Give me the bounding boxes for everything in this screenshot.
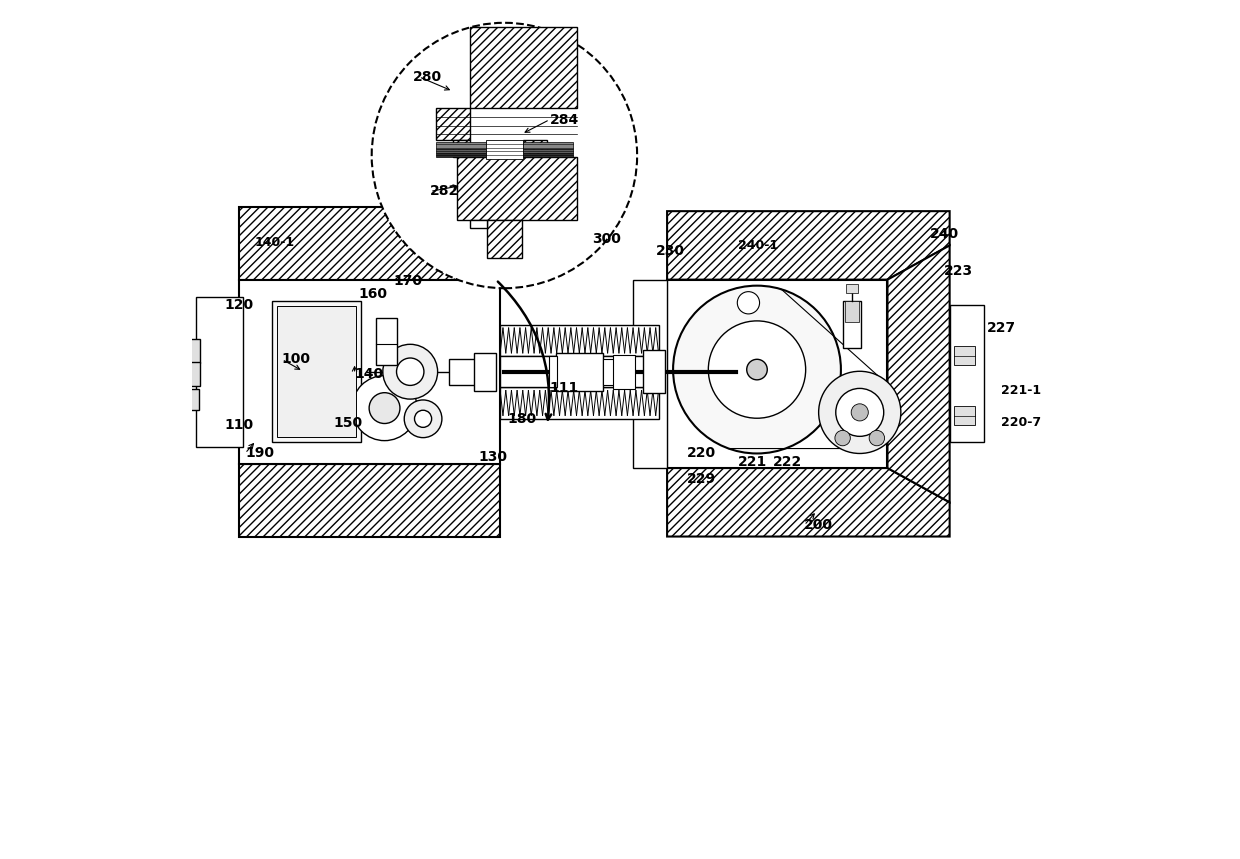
- Text: 110: 110: [224, 418, 253, 432]
- Text: 221-1: 221-1: [1001, 385, 1042, 398]
- Text: 170: 170: [393, 274, 422, 289]
- Bar: [632, 280, 667, 468]
- Bar: [196, 297, 243, 447]
- Circle shape: [352, 375, 417, 441]
- Circle shape: [869, 430, 884, 446]
- Text: 100: 100: [281, 352, 311, 366]
- Circle shape: [414, 411, 432, 428]
- Circle shape: [851, 404, 868, 421]
- Bar: [603, 359, 616, 385]
- Circle shape: [370, 393, 401, 423]
- Bar: [556, 353, 603, 391]
- Polygon shape: [888, 246, 950, 503]
- Bar: [277, 306, 356, 437]
- Text: 150: 150: [334, 416, 362, 430]
- Bar: [166, 367, 179, 382]
- Bar: [644, 350, 665, 393]
- Text: 160: 160: [358, 287, 388, 302]
- Bar: [954, 406, 976, 425]
- Text: 140: 140: [355, 367, 383, 381]
- Bar: [175, 338, 201, 362]
- Circle shape: [738, 292, 760, 314]
- Bar: [239, 280, 500, 464]
- Text: 200: 200: [804, 518, 833, 533]
- Circle shape: [836, 388, 884, 436]
- Polygon shape: [523, 140, 547, 157]
- Polygon shape: [453, 140, 470, 157]
- Circle shape: [746, 359, 768, 380]
- Text: 284: 284: [549, 113, 579, 126]
- Bar: [436, 142, 573, 149]
- Polygon shape: [470, 27, 577, 108]
- Bar: [436, 149, 573, 153]
- Text: 280: 280: [413, 70, 441, 83]
- Polygon shape: [436, 108, 470, 140]
- Text: 120: 120: [224, 298, 253, 313]
- Bar: [500, 325, 658, 356]
- Text: 111: 111: [549, 381, 579, 395]
- Circle shape: [383, 344, 438, 399]
- Polygon shape: [667, 211, 950, 280]
- Bar: [239, 207, 500, 280]
- Bar: [162, 321, 179, 368]
- Text: 240-1: 240-1: [738, 239, 779, 252]
- Polygon shape: [487, 220, 522, 259]
- Text: 230: 230: [656, 245, 684, 259]
- Bar: [613, 355, 635, 389]
- Text: 229: 229: [687, 472, 715, 486]
- Bar: [500, 387, 658, 419]
- Text: 223: 223: [944, 264, 972, 278]
- Text: 240: 240: [930, 228, 959, 241]
- Bar: [950, 305, 983, 442]
- Text: 300: 300: [593, 233, 621, 247]
- Bar: [475, 353, 496, 391]
- Bar: [500, 356, 658, 387]
- Text: 282: 282: [430, 185, 459, 198]
- Bar: [157, 350, 166, 359]
- Circle shape: [835, 430, 851, 446]
- Bar: [157, 330, 166, 338]
- Bar: [436, 153, 573, 157]
- Text: 220-7: 220-7: [1001, 416, 1042, 430]
- Text: 140-1: 140-1: [254, 236, 295, 249]
- Bar: [239, 464, 500, 537]
- Bar: [549, 356, 558, 387]
- Text: 190: 190: [246, 447, 274, 460]
- Bar: [376, 318, 397, 365]
- Bar: [843, 301, 862, 348]
- Bar: [175, 362, 201, 387]
- Bar: [166, 343, 179, 358]
- Bar: [846, 301, 859, 322]
- Text: 130: 130: [479, 450, 507, 464]
- Bar: [486, 140, 523, 159]
- Bar: [667, 280, 888, 468]
- Text: 180: 180: [507, 412, 536, 426]
- Polygon shape: [470, 220, 487, 228]
- Text: 222: 222: [773, 455, 801, 469]
- Text: 227: 227: [987, 321, 1016, 336]
- Circle shape: [708, 321, 806, 418]
- Bar: [846, 284, 858, 293]
- Text: 220: 220: [687, 447, 715, 460]
- Circle shape: [404, 400, 441, 437]
- Polygon shape: [458, 157, 577, 220]
- Bar: [449, 359, 484, 385]
- Bar: [272, 301, 361, 442]
- Circle shape: [397, 358, 424, 386]
- Circle shape: [673, 286, 841, 454]
- Bar: [175, 389, 198, 411]
- Text: 221: 221: [738, 455, 768, 469]
- Polygon shape: [667, 468, 950, 537]
- Circle shape: [372, 23, 637, 289]
- Circle shape: [818, 371, 900, 454]
- Bar: [954, 346, 976, 365]
